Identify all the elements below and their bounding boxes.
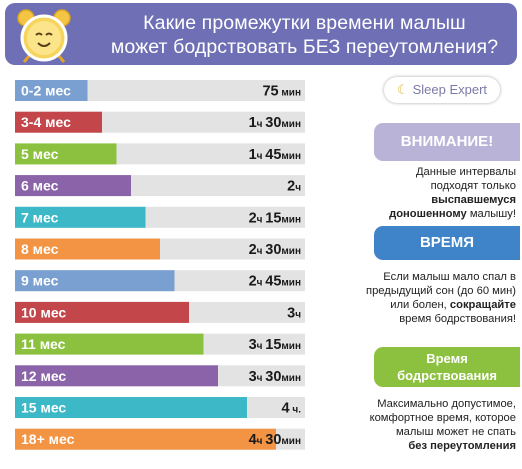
bar [15, 238, 160, 260]
wake-time-badge: Время бодрствования [374, 347, 520, 387]
warning-badge: ВНИМАНИЕ! [374, 123, 520, 161]
bar [15, 175, 131, 197]
category-label: 10 мес [21, 304, 66, 320]
bar [15, 333, 204, 355]
bar [15, 428, 276, 450]
category-label: 8 мес [21, 241, 59, 257]
wake-note-line: Максимально допустимое, [377, 398, 516, 410]
value-label: 75 мин [262, 84, 301, 100]
value-label: 3ч [287, 305, 301, 321]
category-label: 9 мес [21, 273, 59, 289]
bar [15, 206, 146, 228]
category-label: 5 мес [21, 146, 59, 162]
value-label: 2ч 15мин [249, 210, 301, 226]
time-note-line: предыдущий сон (до 60 мин) [366, 285, 516, 297]
time-note-emphasis: сокращайте [449, 299, 516, 311]
warning-note-line: малышу! [466, 208, 516, 220]
value-label: 1ч 45мин [249, 147, 301, 163]
value-label: 3ч 15мин [249, 337, 301, 353]
warning-note-emphasis: доношенному [389, 208, 467, 220]
value-label: 1ч 30мин [249, 115, 301, 131]
wake-badge-line: Время [426, 351, 468, 366]
wake-badge-line: бодрствования [397, 368, 497, 383]
header-banner: Какие промежутки времени малыш может бод… [5, 3, 517, 65]
bar [15, 397, 247, 418]
bar [15, 365, 218, 387]
time-note-line: время бодрствования! [399, 313, 516, 325]
bar [15, 111, 102, 133]
time-note: Если малыш мало спал в предыдущий сон (д… [366, 270, 516, 326]
time-note-line: или болен, [390, 299, 450, 311]
title-line-1: Какие промежутки времени малыш [143, 12, 466, 34]
time-badge: ВРЕМЯ [374, 226, 520, 260]
category-label: 15 мес [21, 400, 66, 416]
category-label: 18+ мес [21, 431, 75, 447]
category-label: 7 мес [21, 209, 59, 225]
warning-note-line: подходят только [430, 180, 516, 192]
warning-note-line: Данные интервалы [415, 166, 516, 178]
moon-icon: ☾ [396, 82, 409, 97]
value-label: 2ч [287, 179, 301, 195]
wake-note: Максимально допустимое, комфортное время… [370, 397, 516, 453]
warning-note-emphasis: выспавшемуся [431, 194, 516, 206]
sleep-expert-logo: ☾ Sleep Expert [384, 77, 500, 103]
time-note-line: Если малыш мало спал в [383, 271, 516, 283]
alarm-clock-icon [17, 9, 71, 63]
wake-note-line: комфортное время, которое [369, 412, 516, 424]
value-label: 2ч 30мин [249, 242, 301, 258]
page-title: Какие промежутки времени малыш может бод… [97, 11, 512, 59]
value-label: 3ч 30мин [249, 369, 301, 385]
category-label: 3-4 мес [21, 114, 71, 130]
bar [15, 270, 175, 292]
warning-note: Данные интервалы подходят только выспавш… [389, 165, 516, 221]
wake-note-line: малыш может не спать [395, 426, 516, 438]
category-label: 11 мес [21, 336, 66, 352]
category-label: 6 мес [21, 178, 59, 194]
value-label: 2ч 45мин [249, 274, 301, 290]
wake-note-emphasis: без переутомления [408, 440, 516, 452]
category-label: 0-2 мес [21, 83, 71, 99]
value-label: 4ч 30мин [249, 432, 301, 448]
title-line-2: может бодрствовать БЕЗ переутомления? [110, 36, 499, 58]
bar [15, 80, 88, 101]
logo-text: Sleep Expert [412, 82, 488, 97]
value-label: 4 ч. [282, 401, 302, 417]
category-label: 12 мес [21, 368, 66, 384]
bar [15, 301, 189, 323]
bar [15, 143, 117, 165]
